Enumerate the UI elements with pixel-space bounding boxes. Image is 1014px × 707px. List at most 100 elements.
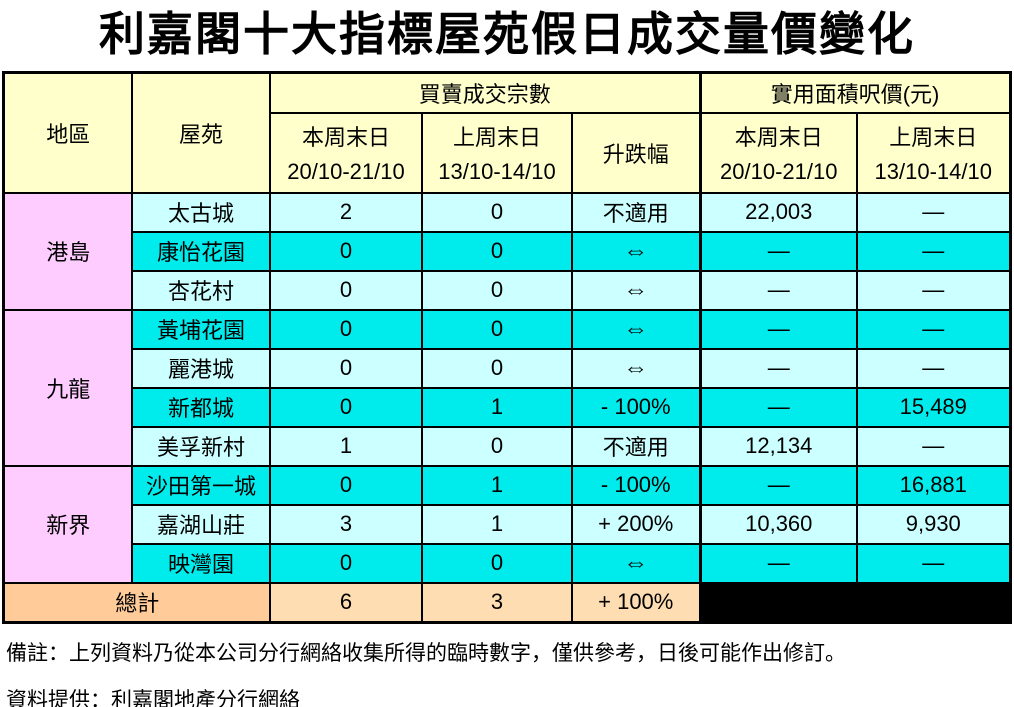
header-change: 升跌幅 <box>570 111 702 194</box>
table-row: 美孚新村 1 0 不適用 12,134 — <box>4 425 1012 467</box>
header-deals-last-week-label: 上周末日 <box>452 125 541 151</box>
price-last-week-cell: 16,881 <box>856 464 1012 506</box>
estate-cell: 杏花村 <box>130 269 271 311</box>
page-title: 利嘉閣十大指標屋苑假日成交量價變化 <box>99 8 915 60</box>
header-price-last-week: 上周末日 13/10-14/10 <box>856 111 1012 194</box>
header-estate: 屋苑 <box>130 71 271 194</box>
header-deals-last-week-dates: 13/10-14/10 <box>438 158 556 184</box>
header-group-row: 地區 屋苑 買賣成交宗數 實用面積呎價(元) <box>2 71 1012 194</box>
estate-cell: 麗港城 <box>130 347 271 389</box>
deals-last-week-cell: 1 <box>420 503 573 545</box>
deals-this-week-cell: 1 <box>268 425 423 467</box>
price-this-week-cell: — <box>698 230 859 272</box>
change-cell: ⇔ <box>570 269 702 311</box>
price-last-week-cell: — <box>856 191 1012 233</box>
total-label-cell: 總計 <box>2 581 271 624</box>
deals-this-week-cell: 0 <box>268 464 423 506</box>
region-cell-hong-kong-island: 港島 <box>2 191 133 311</box>
estate-cell: 沙田第一城 <box>130 464 271 506</box>
price-this-week-cell: 12,134 <box>698 425 859 467</box>
estate-cell: 太古城 <box>130 191 271 233</box>
deals-last-week-cell: 1 <box>420 386 573 428</box>
header-price-this-week: 本周末日 20/10-21/10 <box>698 111 859 194</box>
change-cell: + 200% <box>570 503 702 545</box>
deals-this-week-cell: 0 <box>268 269 423 311</box>
table-row: 新都城 0 1 - 100% — 15,489 <box>4 386 1012 428</box>
total-change-cell: + 100% <box>570 581 702 624</box>
price-last-week-cell: 9,930 <box>856 503 1012 545</box>
change-cell: - 100% <box>570 464 702 506</box>
header-deals-this-week-label: 本周末日 <box>301 125 390 151</box>
price-this-week-cell: — <box>698 269 859 311</box>
header-deals-last-week: 上周末日 13/10-14/10 <box>420 111 573 194</box>
price-last-week-cell: — <box>856 269 1012 311</box>
header-price-this-week-dates: 20/10-21/10 <box>720 158 838 184</box>
header-deals-this-week: 本周末日 20/10-21/10 <box>268 111 423 194</box>
deals-this-week-cell: 2 <box>268 191 423 233</box>
deals-last-week-cell: 0 <box>420 269 573 311</box>
table-row: 康怡花園 0 0 ⇔ — — <box>4 230 1012 272</box>
price-this-week-cell: — <box>698 464 859 506</box>
price-last-week-cell: — <box>856 542 1012 584</box>
price-this-week-cell: 10,360 <box>698 503 859 545</box>
estate-cell: 美孚新村 <box>130 425 271 467</box>
header-region: 地區 <box>2 71 133 194</box>
deals-last-week-cell: 0 <box>420 308 573 350</box>
region-cell-kowloon: 九龍 <box>2 308 133 467</box>
header-price-last-week-dates: 13/10-14/10 <box>874 158 992 184</box>
change-cell: ⇔ <box>570 347 702 389</box>
price-this-week-cell: — <box>698 347 859 389</box>
deals-last-week-cell: 0 <box>420 542 573 584</box>
header-price-last-week-label: 上周末日 <box>889 125 978 151</box>
deals-last-week-cell: 0 <box>420 191 573 233</box>
deals-last-week-cell: 1 <box>420 464 573 506</box>
header-price-group: 實用面積呎價(元) <box>698 71 1012 114</box>
deals-this-week-cell: 0 <box>268 230 423 272</box>
total-row: 總計 6 3 + 100% <box>2 581 1012 624</box>
estate-cell: 映灣園 <box>130 542 271 584</box>
price-this-week-cell: — <box>698 386 859 428</box>
deals-this-week-cell: 0 <box>268 386 423 428</box>
price-last-week-cell: — <box>856 425 1012 467</box>
data-table: 地區 屋苑 買賣成交宗數 實用面積呎價(元) 本周末日 20/10-21/10 … <box>2 71 1012 624</box>
table-row: 杏花村 0 0 ⇔ — — <box>4 269 1012 311</box>
price-last-week-cell: — <box>856 230 1012 272</box>
deals-this-week-cell: 0 <box>268 542 423 584</box>
deals-this-week-cell: 0 <box>268 347 423 389</box>
estate-cell: 黃埔花園 <box>130 308 271 350</box>
table-row: 港島 太古城 2 0 不適用 22,003 — <box>2 191 1012 311</box>
table-body: 港島 太古城 2 0 不適用 22,003 — 康怡花園 0 0 ⇔ — — 杏… <box>2 191 1012 624</box>
price-this-week-cell: — <box>698 308 859 350</box>
region-cell-new-territories: 新界 <box>2 464 133 584</box>
price-last-week-cell: — <box>856 308 1012 350</box>
estate-cell: 新都城 <box>130 386 271 428</box>
change-cell: 不適用 <box>570 191 702 233</box>
change-cell: ⇔ <box>570 308 702 350</box>
header-deals-this-week-dates: 20/10-21/10 <box>287 158 405 184</box>
deals-last-week-cell: 0 <box>420 425 573 467</box>
price-last-week-cell: 15,489 <box>856 386 1012 428</box>
price-this-week-cell: 22,003 <box>698 191 859 233</box>
total-deals-this-week-cell: 6 <box>268 581 423 624</box>
price-this-week-cell: — <box>698 542 859 584</box>
total-deals-last-week-cell: 3 <box>420 581 573 624</box>
table-row: 新界 沙田第一城 0 1 - 100% — 16,881 <box>2 464 1012 584</box>
blank-cell <box>698 581 1012 624</box>
price-last-week-cell: — <box>856 347 1012 389</box>
header-sub-row: 本周末日 20/10-21/10 上周末日 13/10-14/10 升跌幅 本周… <box>4 111 1012 194</box>
deals-this-week-cell: 3 <box>268 503 423 545</box>
table-row: 映灣園 0 0 ⇔ — — <box>4 542 1012 584</box>
header-deals-group: 買賣成交宗數 <box>268 71 702 114</box>
change-cell: ⇔ <box>570 230 702 272</box>
estate-cell: 嘉湖山莊 <box>130 503 271 545</box>
estate-cell: 康怡花園 <box>130 230 271 272</box>
deals-last-week-cell: 0 <box>420 347 573 389</box>
table-row: 嘉湖山莊 3 1 + 200% 10,360 9,930 <box>4 503 1012 545</box>
change-cell: ⇔ <box>570 542 702 584</box>
change-cell: 不適用 <box>570 425 702 467</box>
table-header: 地區 屋苑 買賣成交宗數 實用面積呎價(元) 本周末日 20/10-21/10 … <box>2 71 1012 194</box>
deals-this-week-cell: 0 <box>268 308 423 350</box>
footer-note: 備註：上列資料乃從本公司分行網絡收集所得的臨時數字，僅供參考，日後可能作出修訂。 <box>6 642 846 665</box>
table-row: 麗港城 0 0 ⇔ — — <box>4 347 1012 389</box>
